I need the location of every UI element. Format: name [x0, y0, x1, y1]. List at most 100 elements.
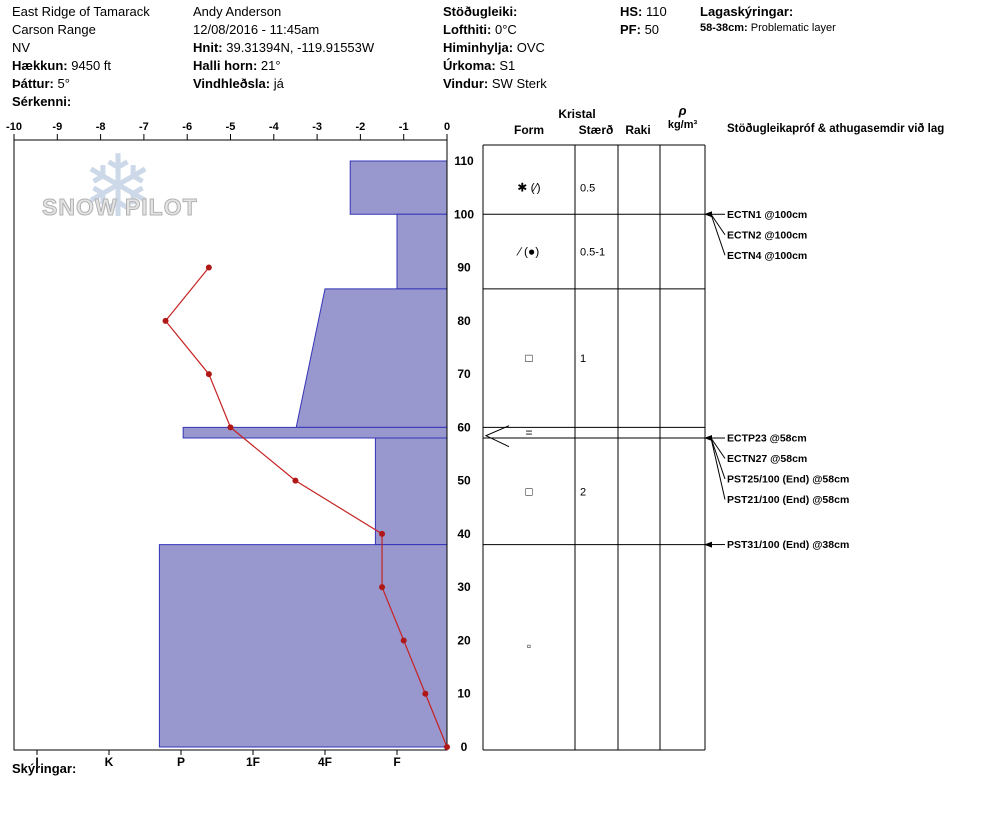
observation-datetime: 12/08/2016 - 11:45am — [193, 22, 320, 37]
temp-axis-label: 0 — [444, 121, 450, 133]
crystal-form-symbol: □ — [525, 484, 532, 498]
temp-axis-label: -8 — [96, 121, 106, 133]
wind-loading-field: Vindhleðsla: já — [193, 76, 374, 94]
crystal-form-symbol: = — [525, 426, 532, 440]
hardness-axis-label: F — [393, 755, 400, 769]
sky-cover-value: OVC — [516, 40, 545, 55]
hardness-axis-label: I — [35, 755, 38, 769]
depth-axis-label: 20 — [457, 633, 471, 647]
temp-axis-label: -5 — [226, 121, 236, 133]
depth-axis-label: 60 — [457, 420, 471, 434]
stability-test-label: ECTN1 @100cm — [727, 209, 807, 221]
test-arrowhead-icon — [704, 435, 712, 442]
snow-layer-bar — [182, 426, 448, 439]
temperature-point — [227, 424, 234, 431]
stability-test-label: ECTP23 @58cm — [727, 433, 807, 445]
temperature-point — [379, 584, 386, 591]
crystal-form-symbol: □ — [525, 351, 532, 365]
crystal-size-value: 0.5-1 — [580, 247, 605, 259]
hardness-axis-label: 1F — [246, 755, 260, 769]
precip-value: S1 — [499, 58, 516, 73]
crystal-size-header: Stærð — [578, 123, 614, 137]
header-snowpack-column: HS: 110 PF: 50 — [620, 4, 667, 40]
wind-value: SW Sterk — [491, 76, 547, 91]
site-name: East Ridge of Tamarack — [12, 4, 150, 19]
aspect-field: Þáttur: 5° — [12, 76, 150, 94]
temp-axis-label: -6 — [182, 121, 192, 133]
hardness-axis-label: P — [177, 755, 185, 769]
coordinates-value: 39.31394N, -119.91553W — [226, 40, 375, 55]
temp-axis-label: -1 — [399, 121, 409, 133]
snow-layer-bar — [295, 288, 448, 428]
test-leader-line — [710, 437, 726, 459]
coordinates-label: Hnit: — [193, 40, 223, 55]
air-temp-field: Lofthiti: 0°C — [443, 22, 547, 40]
crystal-form-symbol: ∕ (●) — [516, 245, 540, 259]
hardness-axis-label: K — [105, 755, 114, 769]
stability-label: Stöðugleiki: — [443, 4, 518, 19]
wind-label: Vindur: — [443, 76, 489, 91]
stability-test-label: ECTN2 @100cm — [727, 229, 807, 241]
slope-angle-label: Halli horn: — [193, 58, 258, 73]
depth-axis-label: 90 — [457, 261, 471, 275]
aspect-label: Þáttur: — [12, 76, 54, 91]
stability-tests-header: Stöðugleikapróf & athugasemdir við lag — [727, 123, 945, 135]
temp-axis-label: -3 — [312, 121, 322, 133]
header-observer-column: Andy Anderson 12/08/2016 - 11:45am Hnit:… — [193, 4, 374, 94]
crystal-size-value: 0.5 — [580, 183, 595, 195]
temp-axis-label: -2 — [356, 121, 366, 133]
stability-test-label: PST21/100 (End) @58cm — [727, 494, 849, 506]
temp-axis-label: -4 — [269, 121, 280, 133]
test-leader-line — [710, 214, 726, 256]
density-unit-header: kg/m³ — [667, 119, 698, 131]
pf-label: PF: — [620, 22, 641, 37]
elevation-field: Hækkun: 9450 ft — [12, 58, 150, 76]
temperature-point — [205, 371, 212, 378]
density-symbol-header: ρ — [678, 103, 687, 118]
legend-label: Skýringar: — [12, 761, 77, 776]
temp-axis-label: -9 — [52, 121, 62, 133]
layer-notes-title: Lagaskýringar: — [700, 4, 836, 22]
temperature-point — [379, 530, 386, 537]
depth-axis-label: 0 — [461, 740, 468, 754]
temperature-point — [422, 690, 429, 697]
snow-layer-bar — [396, 213, 448, 290]
depth-axis-label: 10 — [457, 687, 471, 701]
elevation-value: 9450 ft — [71, 58, 112, 73]
hardness-axis-label: 4F — [318, 755, 332, 769]
hs-label: HS: — [620, 4, 643, 19]
layer-note: 58-38cm: Problematic layer — [700, 22, 836, 38]
elevation-label: Hækkun: — [12, 58, 68, 73]
depth-axis-label: 30 — [457, 580, 471, 594]
test-leader-line — [710, 437, 726, 480]
air-temp-label: Lofthiti: — [443, 22, 492, 37]
temp-axis-label: -7 — [139, 121, 149, 133]
precip-label: Úrkoma: — [443, 58, 496, 73]
crystal-form-symbol: ▫ — [527, 639, 531, 653]
temperature-point — [205, 264, 212, 271]
header-site-column: East Ridge of Tamarack Carson Range NV H… — [12, 4, 150, 112]
wind-loading-label: Vindhleðsla: — [193, 76, 271, 91]
crystal-size-value: 1 — [580, 353, 586, 365]
layer-notes-title-text: Lagaskýringar: — [700, 4, 794, 19]
snow-layer-bar — [374, 437, 448, 546]
slope-angle-field: Halli horn: 21° — [193, 58, 374, 76]
observer-name: Andy Anderson — [193, 4, 282, 19]
hs-field: HS: 110 — [620, 4, 667, 22]
depth-axis-label: 50 — [457, 474, 471, 488]
pf-value: 50 — [644, 22, 660, 37]
temperature-line — [164, 267, 448, 748]
wind-loading-value: já — [273, 76, 284, 91]
depth-axis-label: 80 — [457, 314, 471, 328]
layer-note-range: 58-38cm: — [700, 22, 748, 34]
slope-angle-value: 21° — [260, 58, 281, 73]
aspect-value: 5° — [57, 76, 70, 91]
precip-field: Úrkoma: S1 — [443, 58, 547, 76]
test-arrowhead-icon — [704, 541, 712, 548]
snow-layer-bar — [158, 544, 448, 748]
depth-axis-label: 110 — [454, 154, 474, 168]
problem-layer-pointer-icon — [484, 425, 510, 448]
hs-value: 110 — [646, 4, 667, 19]
test-leader-line — [710, 213, 726, 236]
test-arrowhead-icon — [704, 211, 712, 218]
